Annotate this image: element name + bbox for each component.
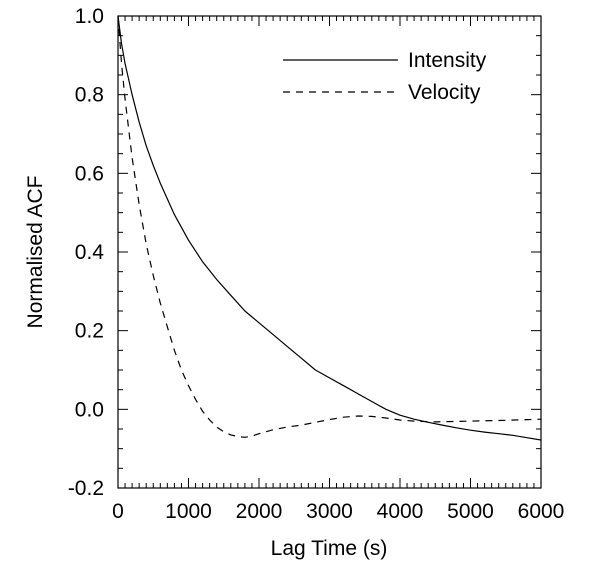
x-tick-label: 0 — [112, 500, 124, 523]
series-layer — [117, 15, 542, 441]
x-tick-label: 2000 — [236, 500, 283, 523]
y-tick-label: 0.8 — [75, 84, 104, 107]
y-axis-label: Normalised ACF — [24, 176, 47, 329]
legend: Intensity Velocity — [283, 49, 487, 104]
axis-tick-labels: 0 1000 2000 3000 4000 5000 6000 -0.2 0.0 0.2 0.4 0.… — [68, 5, 565, 523]
y-tick-label: 0.2 — [75, 320, 104, 343]
x-tick-label: 4000 — [377, 500, 424, 523]
x-axis-label: Lag Time (s) — [271, 537, 388, 560]
x-tick-label: 5000 — [447, 500, 494, 523]
series-line-velocity — [117, 15, 542, 438]
y-tick-label: 0.0 — [75, 398, 104, 421]
legend-label-intensity: Intensity — [408, 49, 487, 72]
y-tick-label: -0.2 — [68, 477, 104, 500]
legend-label-velocity: Velocity — [408, 81, 481, 104]
x-tick-label: 6000 — [518, 500, 565, 523]
axis-ticks — [117, 15, 542, 489]
y-tick-label: 0.4 — [75, 241, 105, 264]
series-line-intensity — [117, 15, 542, 441]
y-tick-label: 0.6 — [75, 162, 104, 185]
x-tick-label: 1000 — [165, 500, 212, 523]
x-tick-label: 3000 — [306, 500, 353, 523]
y-tick-label: 1.0 — [75, 5, 104, 28]
